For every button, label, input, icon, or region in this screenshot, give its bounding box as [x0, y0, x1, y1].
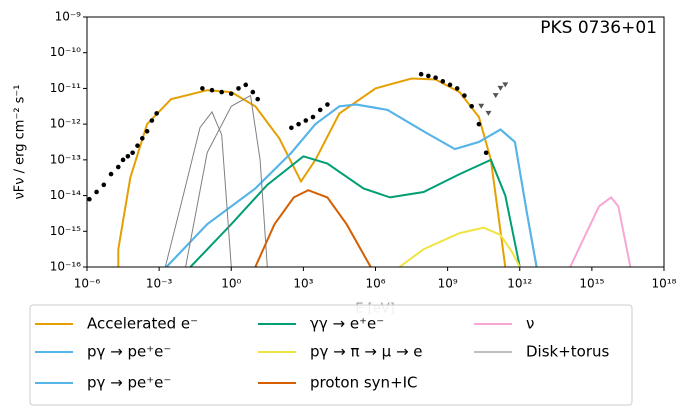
series-line — [254, 189, 372, 267]
data-point — [469, 103, 474, 109]
legend-label: proton syn+IC — [310, 374, 418, 392]
data-point — [236, 86, 241, 91]
data-point — [303, 118, 309, 123]
data-point — [228, 91, 234, 97]
data-point — [200, 86, 205, 91]
data-point — [101, 182, 107, 188]
data-point — [426, 73, 431, 79]
legend-label: Accelerated e⁻ — [87, 315, 198, 333]
series-line — [189, 155, 521, 267]
legend: Accelerated e⁻ pγ → pe⁺e⁻ pγ → pe⁺e⁻ γγ → e… — [29, 304, 633, 406]
y-tick-label: 10⁻¹⁶ — [50, 260, 81, 274]
x-tick-label: 10⁹ — [438, 277, 458, 291]
data-point — [149, 118, 155, 123]
y-tick-label: 10⁻¹¹ — [50, 81, 81, 95]
data-point — [296, 121, 301, 127]
x-tick-label: 10⁻³ — [146, 277, 173, 291]
y-tick-label: 10⁻¹⁴ — [50, 188, 81, 202]
series-line — [165, 103, 538, 267]
data-point — [120, 157, 126, 163]
legend-label: ν — [526, 315, 534, 333]
data-point — [154, 111, 159, 116]
y-tick-label: 10⁻¹³ — [50, 152, 81, 166]
legend-label: γγ → e⁺e⁻ — [310, 315, 384, 333]
data-point — [289, 125, 294, 131]
data-point — [325, 102, 330, 107]
data-point — [94, 189, 99, 195]
plot — [87, 71, 632, 267]
data-point — [454, 86, 460, 91]
upper-limit — [492, 93, 499, 99]
x-tick-label: 10⁻⁶ — [74, 277, 101, 291]
x-tick-label: 10³ — [293, 277, 313, 291]
upper-limit — [485, 110, 492, 116]
data-point — [144, 129, 150, 134]
upper-limit — [478, 103, 485, 109]
y-tick-label: 10⁻¹⁰ — [50, 45, 81, 59]
data-point — [433, 75, 438, 80]
y-axis-label: νFν / erg cm⁻² s⁻¹ — [13, 84, 28, 199]
x-tick-label: 10¹⁸ — [652, 277, 677, 291]
data-point — [125, 153, 131, 159]
legend-label: pγ → π → μ → e — [310, 343, 423, 361]
legend-box — [29, 304, 633, 406]
legend-label: pγ → pe⁺e⁻ — [87, 374, 171, 392]
x-tick-label: 10¹² — [507, 277, 532, 291]
data-point — [209, 87, 215, 93]
data-point — [135, 143, 140, 148]
data-point — [418, 71, 424, 77]
series-line — [569, 196, 632, 267]
data-point — [250, 89, 256, 95]
upper-limit — [502, 82, 509, 88]
data-point — [255, 96, 261, 102]
x-tick-label: 10⁶ — [365, 277, 385, 291]
data-point — [447, 82, 453, 88]
data-point — [462, 93, 467, 98]
annotation: PKS 0736+01 — [540, 18, 657, 38]
data-point — [130, 150, 135, 156]
data-point — [243, 82, 249, 88]
data-point — [108, 171, 114, 177]
data-point — [140, 136, 145, 141]
legend-label: pγ → pe⁺e⁻ — [87, 343, 171, 361]
plot-frame — [86, 16, 665, 268]
series-line — [164, 94, 268, 267]
data-point — [483, 150, 489, 156]
data-point — [310, 114, 316, 120]
y-tick-label: 10⁻¹⁵ — [50, 224, 81, 238]
data-point — [317, 107, 323, 113]
data-point — [476, 121, 482, 127]
y-tick-label: 10⁻⁹ — [55, 10, 82, 24]
data-point — [440, 79, 446, 84]
data-point — [219, 89, 224, 95]
x-tick-label: 10⁰ — [221, 277, 241, 291]
y-tick-label: 10⁻¹² — [50, 117, 81, 131]
x-tick-label: 10¹⁵ — [579, 277, 604, 291]
legend-label: Disk+torus — [526, 343, 610, 361]
series-line — [398, 226, 521, 267]
upper-limit — [497, 85, 504, 91]
series-line — [165, 103, 538, 267]
data-point — [87, 196, 92, 202]
data-point — [115, 164, 121, 170]
